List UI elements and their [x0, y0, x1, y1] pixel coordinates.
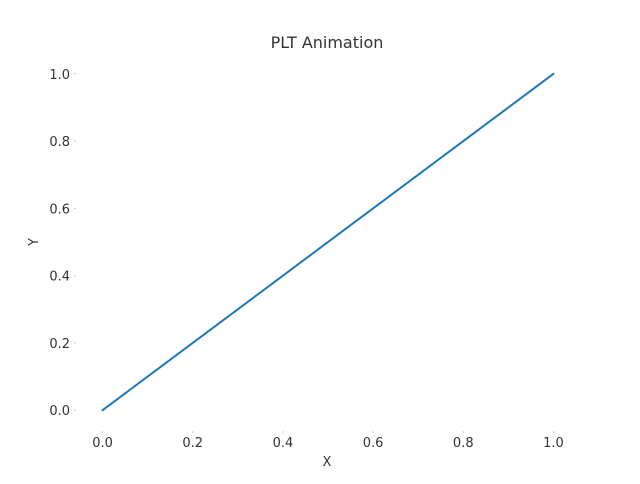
x-tick-label: 0.8 — [453, 436, 474, 451]
y-axis-label: Y — [27, 238, 42, 247]
x-tick-label: 1.0 — [543, 436, 564, 451]
y-tick-label: 0.0 — [49, 404, 70, 419]
y-tick-label: 0.6 — [49, 202, 70, 217]
x-tick-label: 0.6 — [363, 436, 384, 451]
y-tick-label: 0.8 — [49, 135, 70, 150]
y-tick-label: 1.0 — [49, 68, 70, 83]
y-tick-label: 0.4 — [49, 270, 70, 285]
x-tick-label: 0.4 — [273, 436, 294, 451]
series-layer — [101, 72, 555, 412]
series-line — [101, 72, 555, 412]
chart-title: PLT Animation — [271, 33, 384, 52]
x-tick-label: 0.2 — [182, 436, 203, 451]
x-tick-label: 0.0 — [92, 436, 113, 451]
y-axis-ticks: 0.0 0.2 0.4 0.6 0.8 1.0 — [49, 68, 76, 419]
x-axis-label: X — [323, 455, 332, 470]
x-axis-ticks: 0.0 0.2 0.4 0.6 0.8 1.0 — [92, 431, 564, 451]
y-tick-label: 0.2 — [49, 337, 70, 352]
